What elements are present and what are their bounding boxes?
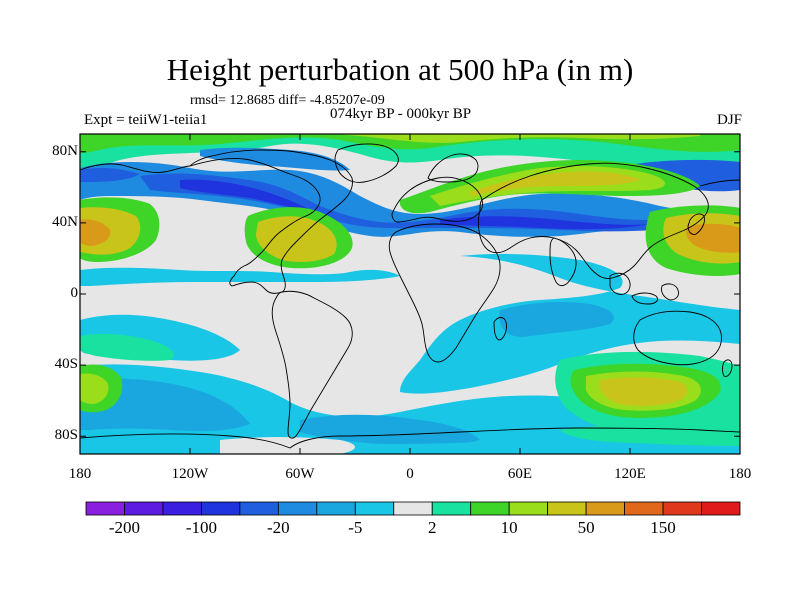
colorbar-label: -200 xyxy=(108,518,141,537)
x-tick-label: 180 xyxy=(68,466,92,482)
colorbar-swatch xyxy=(354,501,395,516)
y-tick-label: 40N xyxy=(52,213,78,230)
figure-title: Height perturbation at 500 hPa (in m) xyxy=(166,52,634,87)
colorbar-swatch xyxy=(431,501,472,516)
colorbar-label: 50 xyxy=(577,518,595,537)
x-tick-label: 60W xyxy=(285,466,315,482)
field-blob xyxy=(80,134,740,153)
season-label: DJF xyxy=(716,112,742,128)
field-blob xyxy=(140,173,680,232)
field-blob xyxy=(80,373,109,404)
colorbar-swatch xyxy=(470,501,510,516)
x-tick-label: 120W xyxy=(171,466,209,482)
colorbar-swatch xyxy=(201,501,241,516)
colorbar-swatch xyxy=(85,501,125,516)
colorbar-swatch xyxy=(508,501,549,516)
colorbar-swatch xyxy=(547,501,587,516)
colorbar-swatch xyxy=(585,501,625,516)
field-blob xyxy=(599,377,688,407)
field-blob xyxy=(220,437,355,454)
field-blob xyxy=(180,179,310,210)
field-blob xyxy=(80,134,740,175)
colorbar-swatch xyxy=(239,501,279,516)
field-blob xyxy=(470,171,640,196)
field-blob xyxy=(440,216,650,230)
colorbar-swatch xyxy=(393,501,433,516)
field-blob xyxy=(499,302,614,337)
field-blob xyxy=(80,378,250,432)
x-tick-label: 0 xyxy=(406,466,414,482)
x-tick-marks xyxy=(79,134,741,454)
y-tick-label: 80N xyxy=(52,142,78,159)
y-tick-marks xyxy=(80,151,740,437)
field-blob xyxy=(80,267,400,286)
colorbar-label: -20 xyxy=(267,518,290,537)
stats-line: rmsd= 12.8685 diff= -4.85207e-09 xyxy=(190,93,385,108)
colorbar-swatch xyxy=(316,501,356,516)
colorbar-label: 2 xyxy=(427,518,437,537)
colorbar-label: 10 xyxy=(500,518,518,537)
coastlines xyxy=(80,143,740,449)
field-blob xyxy=(330,134,700,143)
colorbar-label: -5 xyxy=(348,518,363,537)
x-tick-label: 120E xyxy=(614,466,646,482)
field-blob xyxy=(250,322,344,398)
x-tick-label: 180 xyxy=(728,466,752,482)
experiment-label: Expt = teiiW1-teiia1 xyxy=(84,112,208,128)
field-blob xyxy=(80,219,111,246)
colorbar-swatch xyxy=(124,501,164,516)
y-tick-label: 40S xyxy=(54,356,78,373)
field-blob xyxy=(300,414,480,446)
field-blob xyxy=(80,333,174,361)
y-tick-label: 80S xyxy=(54,427,78,444)
field-blob xyxy=(200,147,350,171)
map-field xyxy=(80,134,740,454)
colorbar-swatch xyxy=(162,501,202,516)
colorbar-swatch xyxy=(277,501,318,516)
period-label: 074kyr BP - 000kyr BP xyxy=(330,106,472,122)
colorbar-label: 150 xyxy=(650,518,676,537)
colorbar-swatch xyxy=(662,501,702,516)
colorbar-swatch xyxy=(624,501,664,516)
colorbar-swatch xyxy=(701,501,741,516)
colorbar-label: -100 xyxy=(185,518,217,537)
field-blob xyxy=(256,216,337,262)
y-tick-label: 0 xyxy=(70,285,79,301)
x-tick-label: 60E xyxy=(507,466,533,482)
field-blob xyxy=(80,167,140,182)
